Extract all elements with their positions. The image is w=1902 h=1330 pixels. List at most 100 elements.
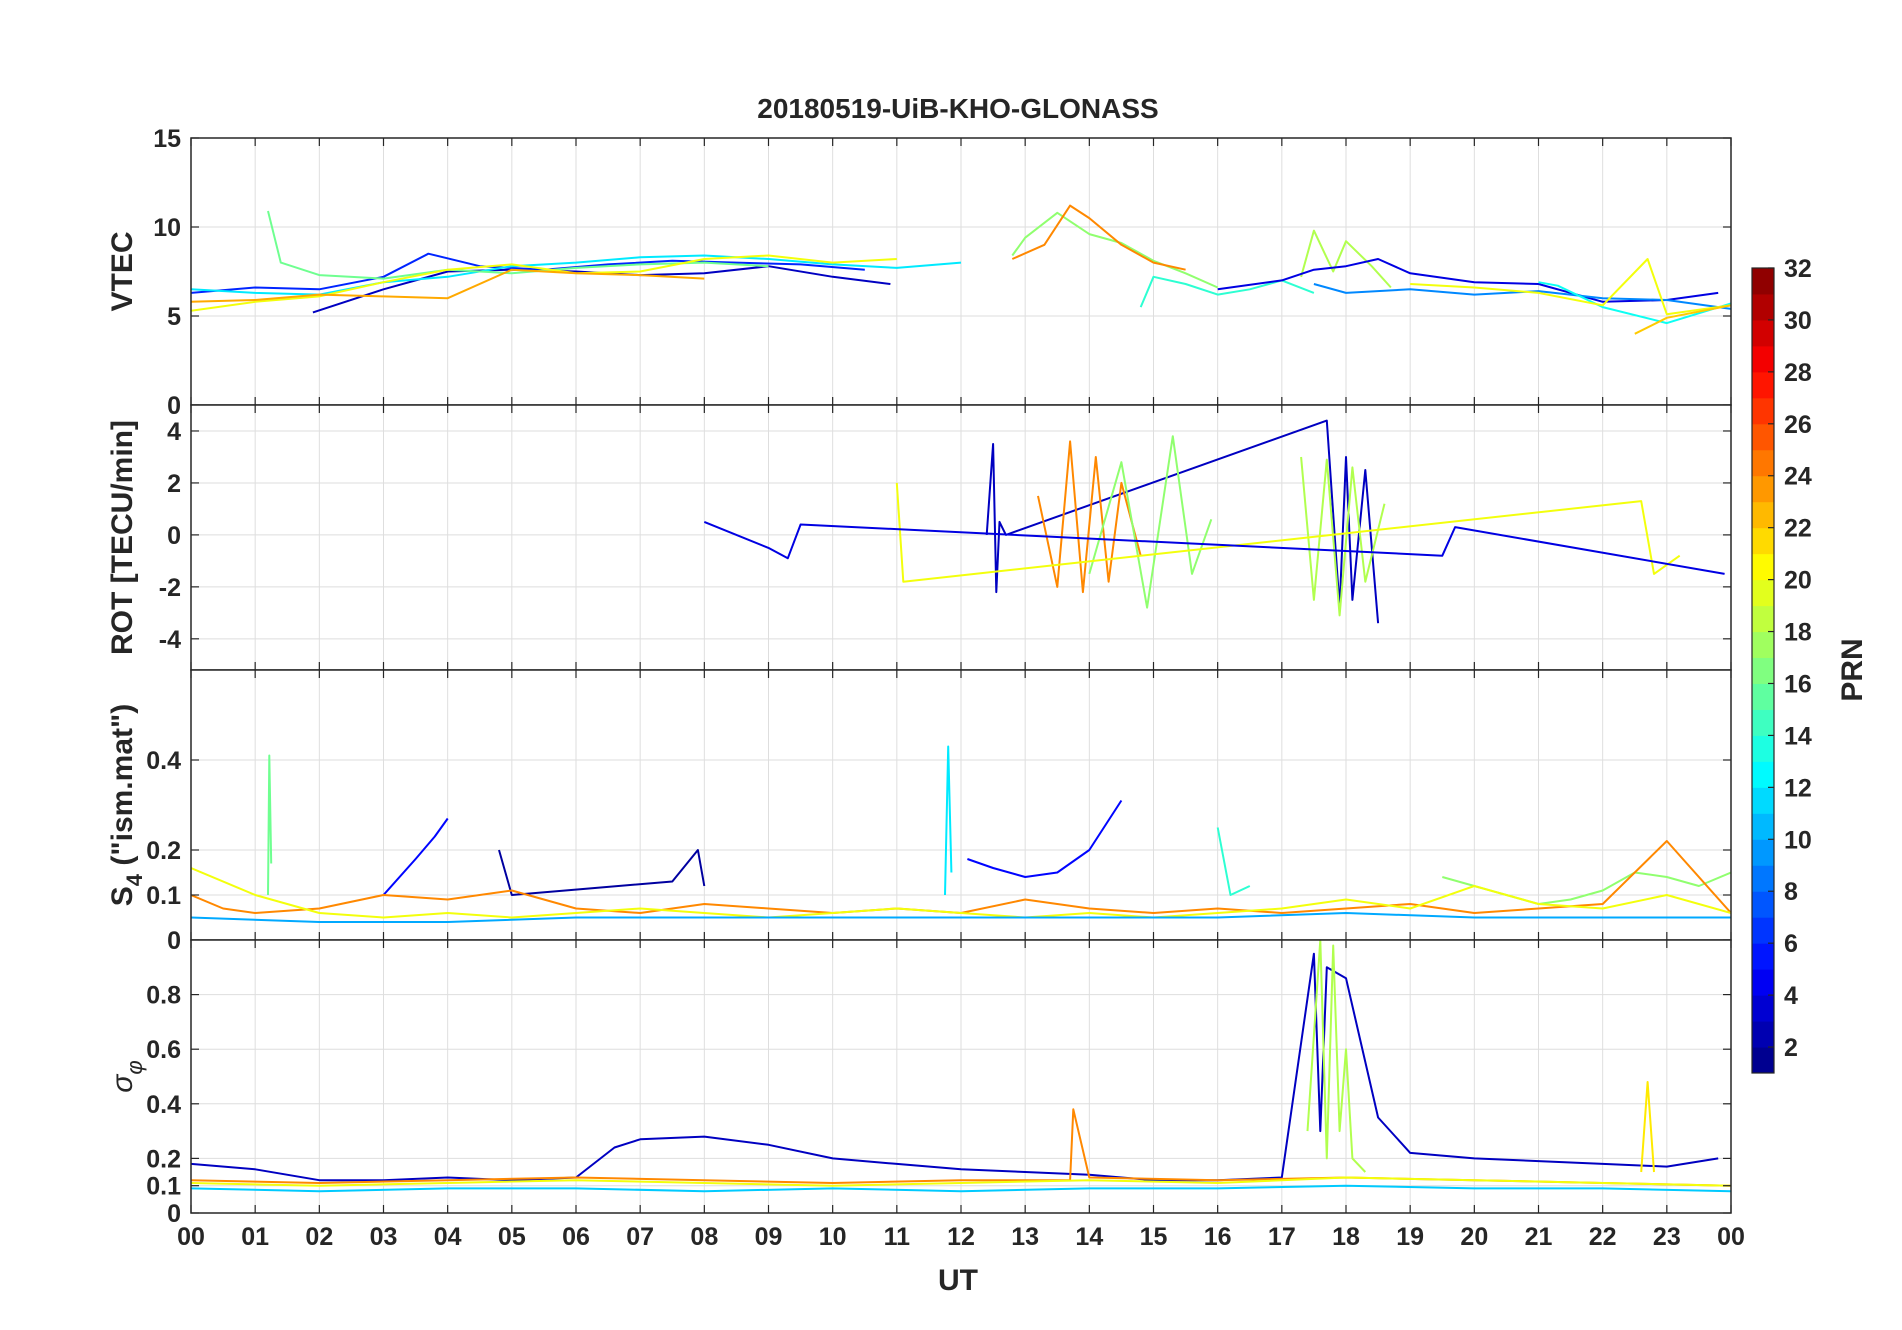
x-tick-label: 09 <box>755 1223 783 1251</box>
x-tick-label: 03 <box>370 1223 398 1251</box>
y-axis-label-base: S <box>106 886 139 906</box>
y-tick-label: 0 <box>167 522 181 550</box>
colorbar-segment <box>1752 319 1774 347</box>
series-group <box>703 419 1725 624</box>
x-tick-label: 05 <box>498 1223 526 1251</box>
colorbar-segment <box>1752 371 1774 399</box>
colorbar-segment <box>1752 891 1774 918</box>
series-group <box>191 940 1731 1193</box>
series-line-prn-18 <box>1306 940 1367 1173</box>
series-line-prn-16 <box>267 210 769 280</box>
series-line-prn-23 <box>191 268 705 303</box>
colorbar-tick-label: 24 <box>1784 463 1812 491</box>
colorbar-tick-label: 14 <box>1784 722 1812 750</box>
series-group <box>191 745 1731 923</box>
colorbar-segment <box>1752 475 1774 503</box>
y-tick-label: 0.1 <box>146 882 181 910</box>
series-line-prn-12 <box>944 745 953 896</box>
y-tick-label: 4 <box>167 418 181 446</box>
series-line-prn-20 <box>191 1176 1731 1187</box>
colorbar-segment <box>1752 579 1774 607</box>
x-tick-label: 16 <box>1204 1223 1232 1251</box>
x-tick-label: 18 <box>1332 1223 1360 1251</box>
series-line-prn-2 <box>498 849 706 896</box>
series-line-prn-5 <box>967 799 1123 878</box>
colorbar-segment <box>1752 423 1774 451</box>
panel-sigma_phi: 00.10.2 0.4 0.6 0.8 σφ <box>106 939 1732 1228</box>
series-line-prn-13 <box>1538 281 1731 325</box>
x-tick-label: 02 <box>305 1223 333 1251</box>
colorbar-segment <box>1752 735 1774 762</box>
x-tick-label: 12 <box>947 1223 975 1251</box>
series-line-prn-24 <box>1037 440 1142 594</box>
panel-S4: 00.10.20.4S4 ("ism.mat") <box>106 669 1732 955</box>
colorbar-tick-label: 12 <box>1784 774 1812 802</box>
series-line-prn-18 <box>1300 229 1392 289</box>
colorbar-tick-label: 6 <box>1784 930 1798 958</box>
colorbar-segment <box>1752 631 1774 659</box>
colorbar-segment <box>1752 449 1774 477</box>
y-tick-label: 0.8 <box>146 982 181 1010</box>
series-line-prn-20 <box>191 867 1731 919</box>
colorbar-segment <box>1752 839 1774 866</box>
y-tick-label: 0.2 <box>146 837 181 865</box>
series-line-prn-17 <box>1088 435 1213 609</box>
x-tick-label: 13 <box>1011 1223 1039 1251</box>
y-tick-label: 0.4 <box>146 747 181 775</box>
x-tick-label: 10 <box>819 1223 847 1251</box>
colorbar-segment <box>1752 865 1774 892</box>
series-line-prn-6 <box>191 252 865 294</box>
series-line-prn-20 <box>895 482 1681 583</box>
y-tick-label: 5 <box>167 303 181 331</box>
series-line-prn-10 <box>191 912 1731 923</box>
x-tick-label: 00 <box>1717 1223 1745 1251</box>
series-line-prn-16 <box>267 754 273 896</box>
y-axis-label-base: σ <box>106 1073 139 1093</box>
colorbar-tick-label: 22 <box>1784 515 1812 543</box>
y-tick-label: 0 <box>167 392 181 420</box>
colorbar-segment <box>1752 293 1774 321</box>
y-axis-label-subscript: φ <box>122 1060 147 1074</box>
series-line-prn-14 <box>1216 827 1251 896</box>
colorbar-tick-label: 2 <box>1784 1034 1798 1062</box>
colorbar-segment <box>1752 813 1774 840</box>
colorbar-segment <box>1752 397 1774 425</box>
x-tick-label: 17 <box>1268 1223 1296 1251</box>
y-tick-label: 0.6 <box>146 1036 181 1064</box>
colorbar-tick-label: 16 <box>1784 670 1812 698</box>
colorbar-tick-label: 26 <box>1784 411 1812 439</box>
y-axis-label: VTEC <box>106 231 139 311</box>
colorbar-segment <box>1752 501 1774 529</box>
x-tick-labels: 00 01 02 03 04 05 06 07 08 09 10 11 12 13 14 15 16 17 18 19… <box>177 1223 1745 1251</box>
colorbar-segment <box>1752 345 1774 373</box>
panel-ROT: -4 -2 0 2 4 ROT [TECU/min] <box>106 404 1732 671</box>
colorbar-segment <box>1752 605 1774 633</box>
series-line-prn-4 <box>703 520 1725 575</box>
colorbar-label: PRN <box>1836 638 1869 701</box>
x-tick-label: 00 <box>177 1223 205 1251</box>
y-axis-label: ROT [TECU/min] <box>106 420 139 655</box>
colorbar-frame <box>1751 267 1775 1074</box>
colorbar-segment <box>1752 787 1774 814</box>
x-tick-label: 19 <box>1396 1223 1424 1251</box>
y-tick-label: 0.1 <box>146 1173 181 1201</box>
x-tick-label: 21 <box>1525 1223 1553 1251</box>
y-tick-label: 2 <box>167 470 181 498</box>
y-axis-label: S4 ("ism.mat") <box>106 704 147 906</box>
x-tick-label: 01 <box>241 1223 269 1251</box>
y-tick-label: 10 <box>153 214 181 242</box>
x-tick-label: 23 <box>1653 1223 1681 1251</box>
series-line-prn-20 <box>1410 258 1731 316</box>
y-tick-label: -4 <box>159 626 181 654</box>
x-tick-label: 15 <box>1140 1223 1168 1251</box>
colorbar-segment <box>1752 995 1774 1022</box>
series-line-prn-21 <box>1640 1081 1655 1173</box>
colorbar-tick-label: 32 <box>1784 255 1812 283</box>
series-line-prn-24 <box>1011 204 1186 271</box>
colorbar-segment <box>1752 969 1774 996</box>
colorbar-segment <box>1752 761 1774 788</box>
colorbar-segment <box>1752 943 1774 970</box>
x-tick-label: 06 <box>562 1223 590 1251</box>
x-tick-label: 04 <box>434 1223 462 1251</box>
